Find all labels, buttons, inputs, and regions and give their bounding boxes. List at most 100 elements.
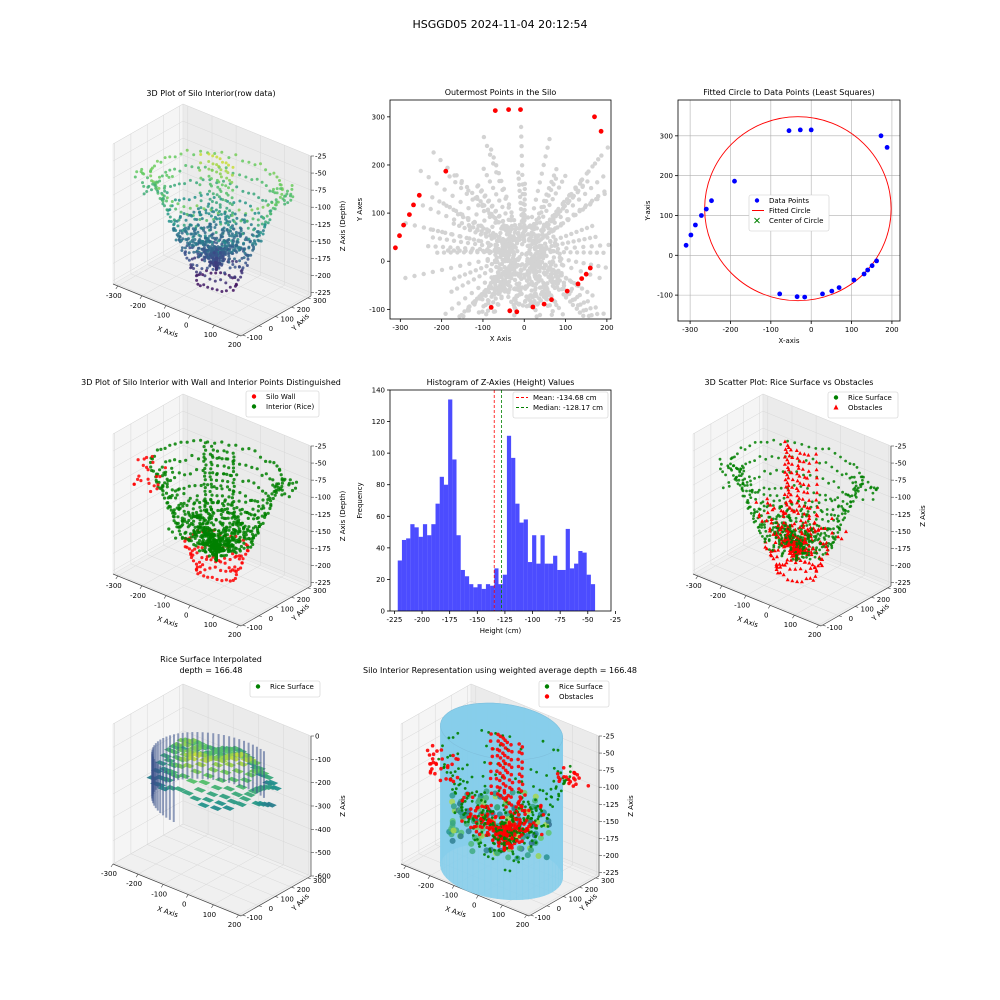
data-point [142,184,146,188]
z-tick-label: -50 [895,460,906,468]
rice-point [789,545,793,549]
data-point [231,489,235,493]
gray-point [443,311,448,316]
rice-point [794,550,797,554]
data-point [264,472,268,476]
data-point [224,578,228,582]
legend-marker [255,684,261,689]
rice-point [824,493,827,497]
gray-point [451,221,456,226]
data-point [146,185,150,189]
obstacle-point [808,576,813,580]
rice-point [844,459,847,463]
data-point [165,501,169,505]
gray-point [479,266,484,271]
rice-point [841,500,845,503]
outermost-point [416,192,422,198]
obstacle-point [809,550,814,554]
gray-point [557,258,563,263]
data-point [214,556,218,560]
data-point [176,515,180,519]
y-axis-label: Y-axis [644,200,652,221]
gray-point [542,287,548,292]
rice-point [783,524,787,527]
gray-point [563,295,569,300]
gray-point [503,211,508,216]
gray-point [439,267,445,273]
z-tick-label: 0 [315,733,319,741]
gray-point [561,283,567,288]
obstacle-point [825,551,830,556]
rice-point [791,557,795,561]
data-point [208,189,211,193]
rice-point [736,482,740,486]
gray-point [470,190,475,196]
rice-point [791,536,795,540]
rice-point [765,534,769,538]
obstacle-point [814,459,819,464]
data-point [247,245,251,249]
x-tick-label: -25 [610,616,621,624]
data-point [227,163,230,167]
outermost-point [492,108,498,113]
obstacle-point [802,536,807,540]
data-point [172,218,176,222]
data-point [231,218,235,222]
data-point [241,479,245,483]
data-point [233,546,237,550]
gray-point [547,217,553,222]
gray-point [545,235,550,240]
rice-point [831,535,835,539]
data-point [268,460,272,464]
obstacle-point [784,533,789,538]
gray-point [430,235,436,240]
rice-point [763,537,767,541]
data-point [195,204,199,208]
surface-patch [226,798,239,805]
plot-area [133,148,295,293]
data-point [260,514,264,518]
obstacle-point [830,516,834,520]
gray-point [570,203,576,208]
y-tick-label: 0 [269,615,273,623]
data-point [204,557,209,562]
gray-point [494,218,499,224]
data-point [192,153,196,157]
data-point [228,579,232,583]
data-point [209,177,213,181]
gray-point [478,232,484,237]
data-point [238,173,242,177]
gray-point [435,250,440,255]
data-point [232,477,236,482]
surface-patch [543,854,550,861]
data-point [198,565,202,569]
rice-point [807,445,811,449]
rice-point [862,475,865,479]
outermost-point [583,271,589,277]
rice-point [840,512,844,516]
data-point [165,199,168,203]
data-point [183,473,187,477]
obstacle-point [802,452,807,456]
data-point [203,231,207,235]
gray-point [430,227,436,232]
data-point [169,496,173,500]
data-point [173,183,177,187]
x-tick [163,595,167,599]
data-point [173,442,177,446]
obstacle-point [781,514,786,518]
data-point [213,226,217,229]
x-axis-label: X Axis [444,905,467,919]
data-point [214,539,218,543]
gray-point [522,197,527,202]
x-gridline [190,425,261,606]
data-point [177,182,181,186]
rice-point [750,489,754,492]
rice-point [813,555,817,559]
outermost-point [575,281,581,287]
gray-point [483,290,488,295]
data-point [203,546,207,550]
obstacle-point [804,576,809,581]
rice-point [835,517,839,521]
obstacle-point [769,520,774,525]
